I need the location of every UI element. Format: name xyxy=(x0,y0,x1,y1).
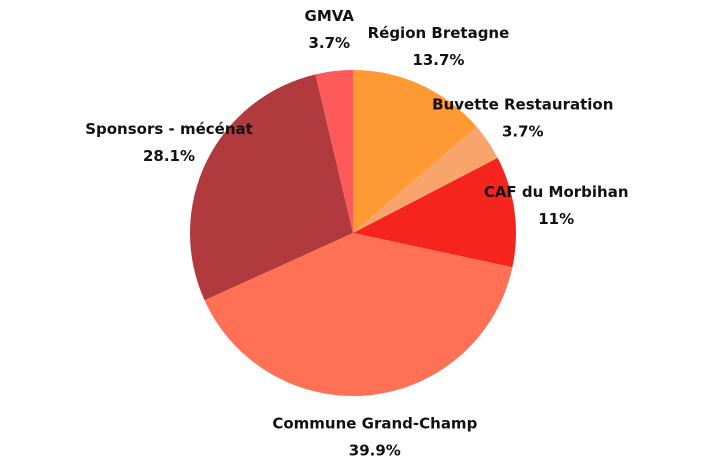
slice-label: CAF du Morbihan xyxy=(484,183,629,201)
slice-value-label: 28.1% xyxy=(143,147,195,165)
slice-label: Sponsors - mécénat xyxy=(85,120,253,138)
slice-value-label: 3.7% xyxy=(502,123,544,141)
pie-slice xyxy=(353,70,477,233)
slice-value-label: 39.9% xyxy=(349,441,401,456)
slice-label: Région Bretagne xyxy=(368,24,510,42)
pie-slice xyxy=(189,74,353,301)
slice-value-label: 13.7% xyxy=(412,51,464,69)
pie-slice xyxy=(353,126,498,233)
pie-slice xyxy=(353,157,516,268)
pie-slice xyxy=(315,70,353,233)
slice-value-label: 3.7% xyxy=(308,34,350,52)
slice-label: GMVA xyxy=(305,7,355,25)
slice-label: Commune Grand-Champ xyxy=(272,414,477,432)
slice-value-label: 11% xyxy=(538,210,574,228)
slice-label: Buvette Restauration xyxy=(432,96,613,114)
pie-slice xyxy=(204,233,513,397)
